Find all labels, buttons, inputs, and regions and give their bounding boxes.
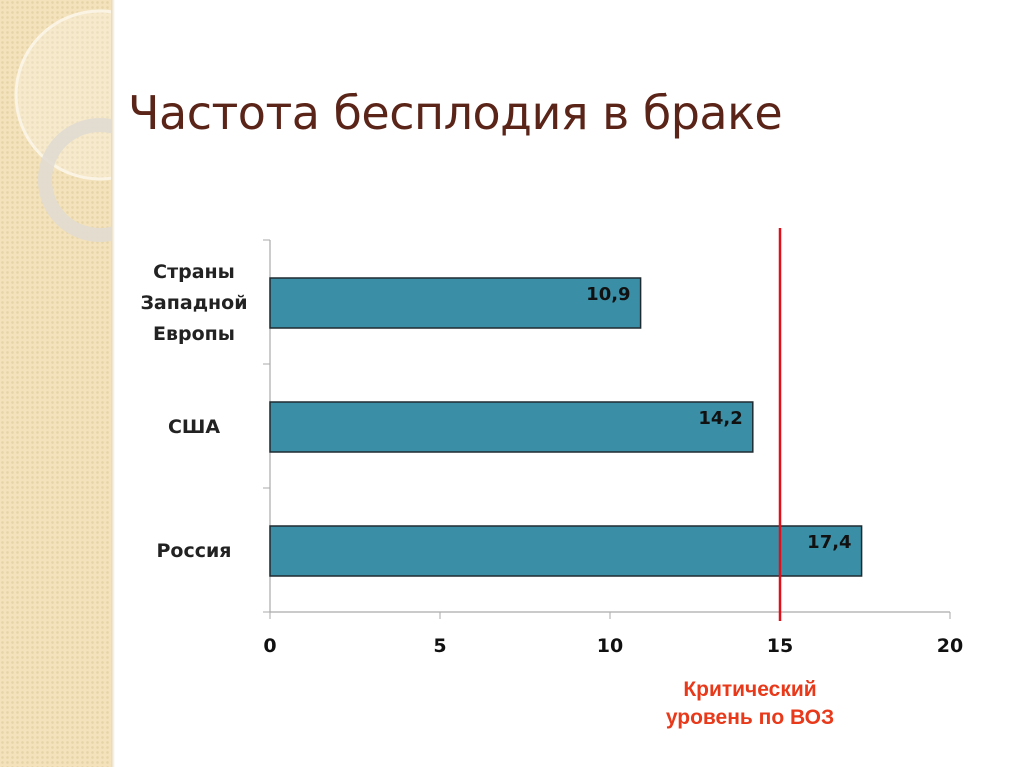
reference-label-line-2: уровень по ВОЗ	[665, 706, 835, 729]
x-tick-label: 20	[937, 635, 963, 657]
category-label: Страны	[153, 261, 235, 283]
x-tick-label: 0	[263, 635, 276, 657]
page-title: Частота бесплодия в браке	[128, 86, 783, 140]
decorative-side-panel	[0, 0, 111, 767]
bar	[269, 525, 863, 577]
reference-label-line-1: Критический	[683, 678, 817, 701]
x-tick-label: 10	[597, 635, 623, 657]
side-panel-edge	[111, 0, 115, 767]
data-label: 14,2	[698, 408, 742, 429]
bar	[269, 277, 642, 329]
data-label: 17,4	[807, 532, 851, 553]
category-label: Европы	[153, 323, 235, 345]
x-tick-label: 5	[433, 635, 446, 657]
category-label: Западной	[140, 292, 247, 314]
bar	[269, 401, 754, 453]
reference-line-label: Критический уровень по ВОЗ	[600, 676, 900, 732]
category-label: Россия	[156, 540, 231, 562]
category-label: США	[168, 416, 220, 438]
x-tick-label: 15	[767, 635, 793, 657]
decorative-circles	[14, 9, 111, 242]
data-label: 10,9	[586, 284, 630, 305]
